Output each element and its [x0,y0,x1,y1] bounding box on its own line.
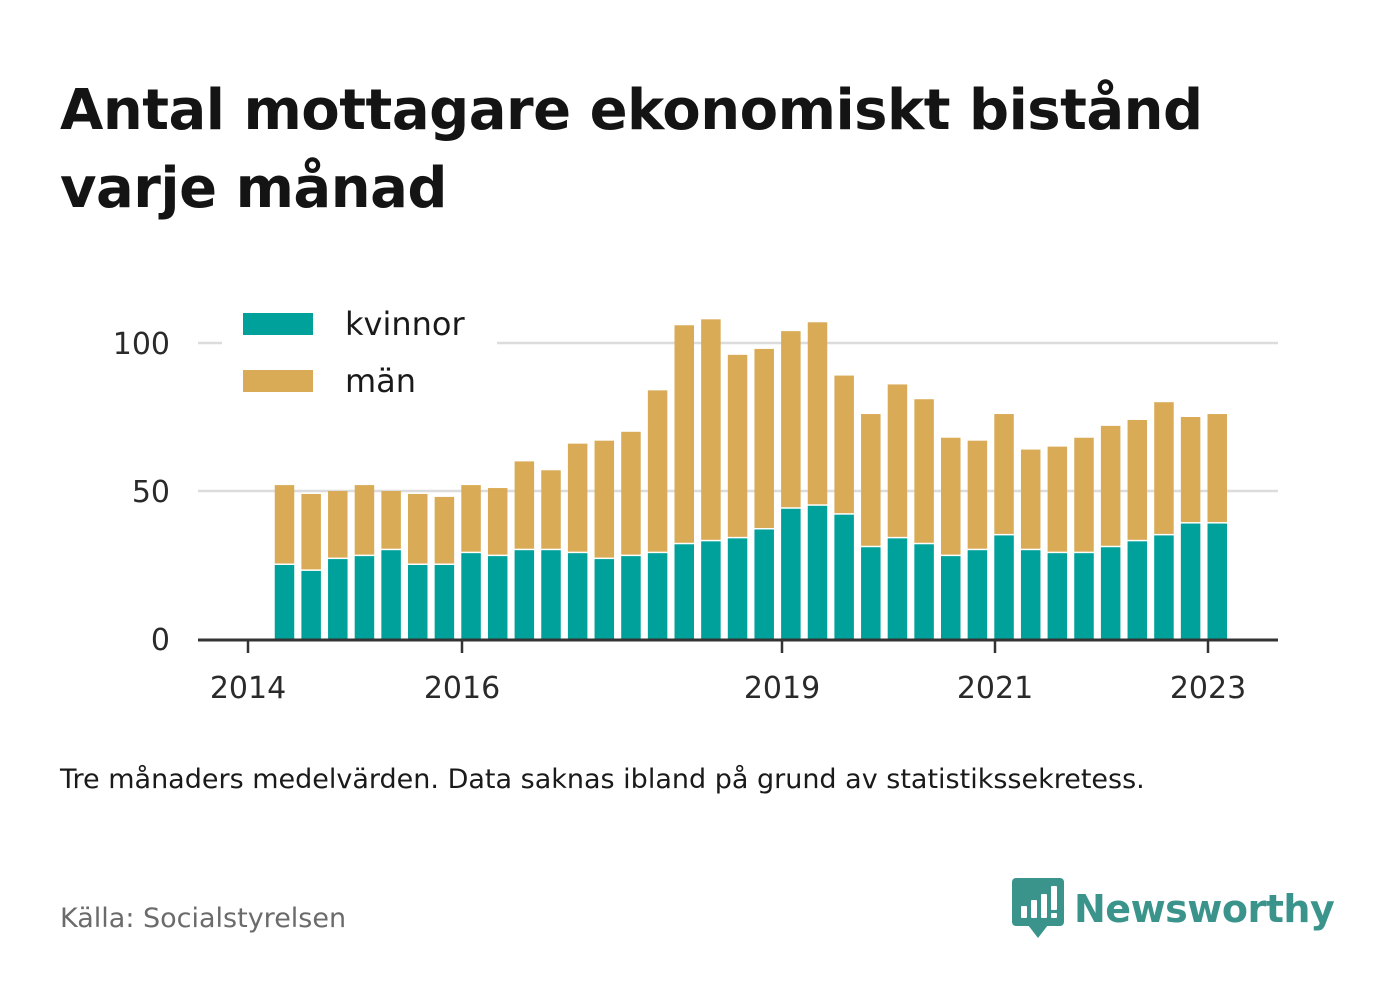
bar-kvinnor [594,559,615,639]
bar-man [1047,446,1068,552]
bar-man [1207,414,1227,523]
bar-kvinnor [301,570,321,639]
bar-man [647,390,668,552]
bar-kvinnor [861,547,881,639]
bar-kvinnor [1047,553,1068,639]
bar-man [914,399,934,543]
bar-kvinnor [541,550,561,639]
bar-man [301,493,321,570]
x-tick-label: 2019 [744,671,820,706]
bar-kvinnor [1154,535,1174,639]
bar-man [994,414,1014,534]
bar-man [594,440,615,558]
y-tick-label: 50 [132,475,170,510]
bar-kvinnor [1207,523,1227,639]
bar-man [1100,425,1121,546]
legend-swatch [243,370,313,392]
bar-man [727,354,748,537]
bar-kvinnor [1180,523,1201,639]
newsworthy-logo-icon [1012,878,1064,938]
bar-kvinnor [274,565,295,639]
bar-man [328,491,348,558]
bar-kvinnor [461,553,481,639]
bar-man [834,375,854,514]
x-tick-label: 2023 [1170,671,1246,706]
bar-kvinnor [647,553,668,639]
axes: 0 50 100 2014 2016 2019 2021 2023 [113,327,1278,706]
bar-man [674,325,694,543]
bar-kvinnor [994,535,1014,639]
legend: kvinnor män [222,296,497,414]
bar-man [1074,437,1094,552]
bar-man [781,331,801,508]
x-tick-label: 2021 [957,671,1033,706]
bars [274,319,1227,639]
bar-man [354,485,375,555]
bar-man [514,461,535,549]
legend-label: kvinnor [345,305,466,343]
bar-kvinnor [487,556,508,639]
bar-kvinnor [834,514,854,639]
bar-kvinnor [1127,541,1148,639]
bar-man [541,470,561,549]
bar-man [861,414,881,546]
bar-man [487,488,508,555]
bar-kvinnor [781,508,801,639]
bar-man [621,431,641,555]
bar-man [381,491,401,549]
bar-man [887,384,908,537]
bar-man [434,496,455,564]
chart-note: Tre månaders medelvärden. Data saknas ib… [60,764,1145,795]
bar-man [807,322,828,505]
bar-man [274,485,295,564]
bar-man [967,440,988,549]
bar-kvinnor [514,550,535,639]
bar-kvinnor [567,553,588,639]
bar-kvinnor [1100,547,1121,639]
bar-man [567,443,588,552]
y-tick-label: 0 [151,623,170,658]
bar-kvinnor [941,556,961,639]
legend-swatch [243,313,313,335]
bar-kvinnor [1020,550,1041,639]
bar-kvinnor [328,559,348,639]
bar-man [941,437,961,555]
source-label: Källa: Socialstyrelsen [60,903,347,934]
bar-kvinnor [354,556,375,639]
bar-man [754,348,774,528]
brand-name: Newsworthy [1074,887,1335,931]
bar-kvinnor [701,541,721,639]
bar-kvinnor [381,550,401,639]
x-tick-label: 2014 [210,671,286,706]
bar-man [701,319,721,540]
bar-kvinnor [914,544,934,639]
brand-logo: Newsworthy [1012,878,1335,940]
bar-kvinnor [754,529,774,639]
bar-man [1180,417,1201,523]
bar-kvinnor [621,556,641,639]
legend-label: män [345,362,416,400]
bar-kvinnor [967,550,988,639]
chart-title: Antal mottagare ekonomiskt bistånd varje… [60,78,1203,221]
x-tick-label: 2016 [424,671,500,706]
stacked-bar-chart: 0 50 100 2014 2016 2019 2021 2023 kvinnor män [112,296,1278,706]
bar-man [1127,419,1148,540]
y-tick-label: 100 [113,327,170,362]
bar-kvinnor [674,544,694,639]
bar-man [1154,402,1174,534]
bar-kvinnor [408,565,428,639]
bar-man [408,493,428,564]
bar-kvinnor [727,538,748,639]
bar-man [1020,449,1041,549]
bar-kvinnor [807,505,828,639]
bar-kvinnor [434,565,455,639]
bar-kvinnor [1074,553,1094,639]
bar-man [461,485,481,552]
bar-kvinnor [887,538,908,639]
